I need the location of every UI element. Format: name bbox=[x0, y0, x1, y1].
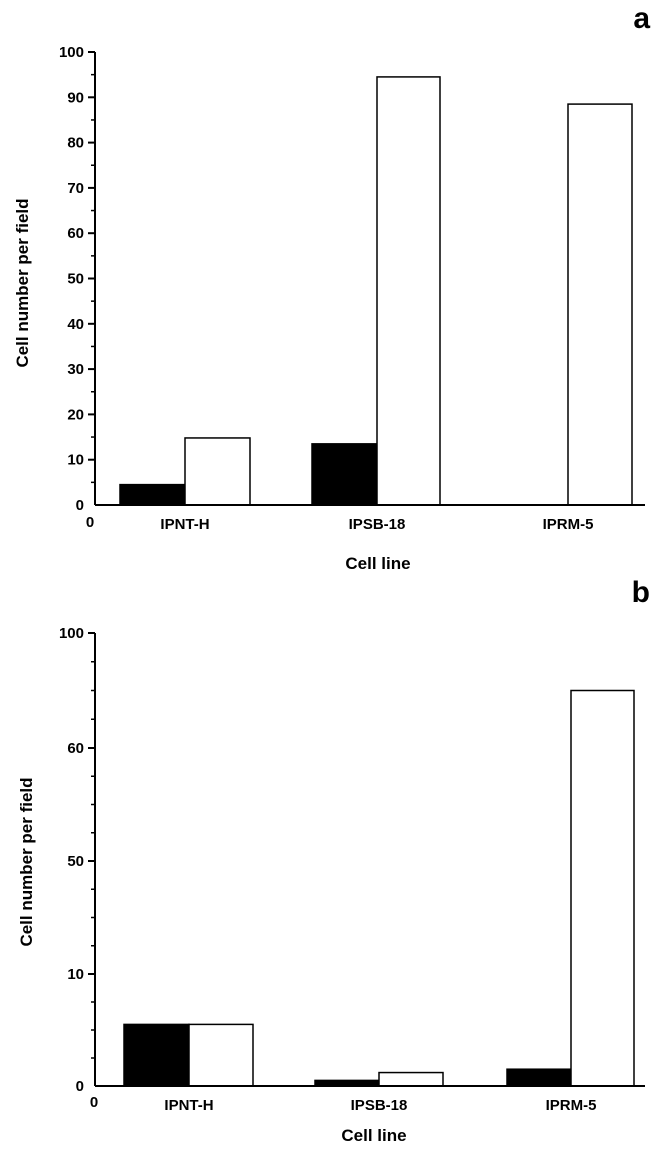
y-ticks: 0 10 20 30 40 50 60 70 80 90 100 bbox=[59, 44, 95, 514]
y-tick-label: 0 bbox=[76, 497, 84, 514]
y-ticks: 0 10 50 60 100 bbox=[59, 625, 95, 1095]
y-tick-label: 10 bbox=[67, 966, 84, 983]
y-tick-label: 50 bbox=[67, 271, 84, 288]
bar-open bbox=[184, 437, 251, 506]
origin-label: 0 bbox=[90, 1094, 98, 1111]
category-label: IPNT-H bbox=[160, 516, 209, 533]
panel-label: a bbox=[633, 2, 650, 35]
category-labels: IPNT-H IPSB-18 IPRM-5 bbox=[160, 516, 593, 533]
y-tick-label: 20 bbox=[67, 406, 84, 423]
y-tick-label: 40 bbox=[67, 316, 84, 333]
bars bbox=[119, 76, 633, 506]
panel-label: b bbox=[632, 576, 650, 609]
y-tick-label: 50 bbox=[67, 853, 84, 870]
y-tick-label: 100 bbox=[59, 44, 84, 61]
bar-open bbox=[378, 1071, 444, 1087]
bar-open bbox=[570, 689, 635, 1087]
axes bbox=[94, 633, 645, 1087]
y-tick-label: 100 bbox=[59, 625, 84, 642]
bar-open bbox=[567, 103, 633, 506]
y-tick-label: 30 bbox=[67, 361, 84, 378]
x-axis-title: Cell line bbox=[345, 554, 410, 573]
y-tick-label: 0 bbox=[76, 1078, 84, 1095]
bar-filled bbox=[311, 443, 378, 506]
origin-label: 0 bbox=[86, 514, 94, 531]
panel-b: b Cell number per field Cell line 0 0 10 5… bbox=[17, 576, 650, 1145]
bar-open bbox=[376, 76, 441, 506]
x-axis-title: Cell line bbox=[341, 1126, 406, 1145]
category-label: IPSB-18 bbox=[351, 1097, 408, 1114]
y-tick-label: 10 bbox=[67, 452, 84, 469]
y-axis-title: Cell number per field bbox=[13, 198, 32, 367]
category-labels: IPNT-H IPSB-18 IPRM-5 bbox=[164, 1097, 596, 1114]
y-axis-title: Cell number per field bbox=[17, 777, 36, 946]
bar-filled bbox=[119, 483, 186, 506]
category-label: IPNT-H bbox=[164, 1097, 213, 1114]
bar-filled bbox=[506, 1068, 572, 1087]
panel-a: a Cell number per field Cell line 0 0 10 2… bbox=[13, 2, 650, 573]
y-tick-label: 90 bbox=[67, 89, 84, 106]
bar-open bbox=[188, 1023, 254, 1087]
y-tick-label: 70 bbox=[67, 180, 84, 197]
category-label: IPRM-5 bbox=[543, 516, 594, 533]
bars bbox=[123, 689, 635, 1087]
bar-filled bbox=[123, 1023, 190, 1087]
category-label: IPSB-18 bbox=[349, 516, 406, 533]
y-tick-label: 60 bbox=[67, 225, 84, 242]
axes bbox=[94, 52, 645, 506]
y-tick-label: 80 bbox=[67, 135, 84, 152]
y-tick-label: 60 bbox=[67, 740, 84, 757]
category-label: IPRM-5 bbox=[546, 1097, 597, 1114]
